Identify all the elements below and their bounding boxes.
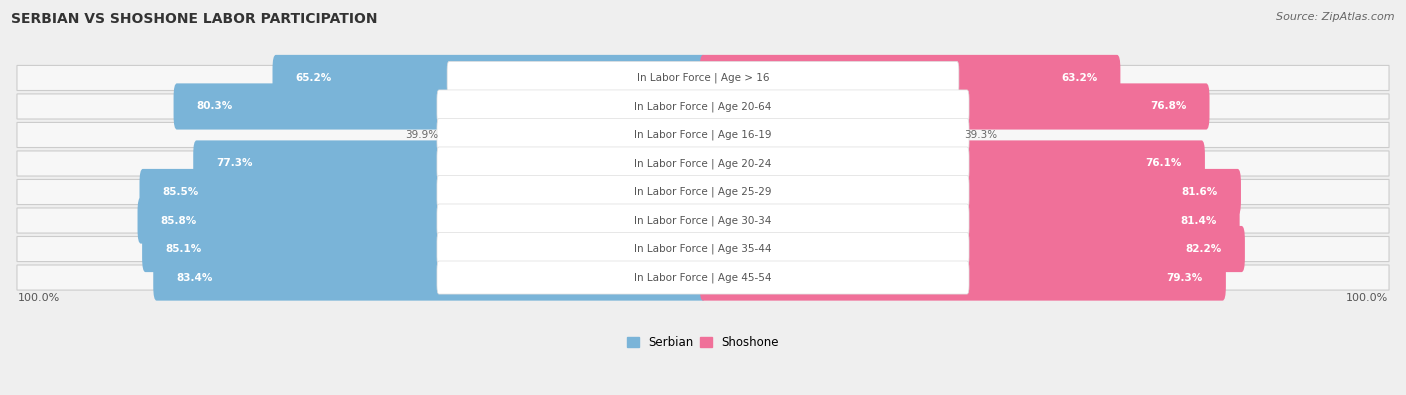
FancyBboxPatch shape [17, 151, 1389, 176]
Text: 100.0%: 100.0% [1346, 293, 1388, 303]
Text: In Labor Force | Age 25-29: In Labor Force | Age 25-29 [634, 187, 772, 197]
Text: 39.9%: 39.9% [405, 130, 439, 140]
Text: 77.3%: 77.3% [217, 158, 253, 169]
FancyBboxPatch shape [437, 147, 969, 180]
FancyBboxPatch shape [700, 83, 1209, 130]
FancyBboxPatch shape [17, 208, 1389, 233]
FancyBboxPatch shape [447, 62, 959, 94]
FancyBboxPatch shape [700, 254, 1226, 301]
FancyBboxPatch shape [700, 112, 963, 158]
Text: In Labor Force | Age 16-19: In Labor Force | Age 16-19 [634, 130, 772, 140]
Text: SERBIAN VS SHOSHONE LABOR PARTICIPATION: SERBIAN VS SHOSHONE LABOR PARTICIPATION [11, 12, 378, 26]
Text: In Labor Force | Age 30-34: In Labor Force | Age 30-34 [634, 215, 772, 226]
Text: 65.2%: 65.2% [295, 73, 332, 83]
FancyBboxPatch shape [17, 66, 1389, 90]
Text: 39.3%: 39.3% [963, 130, 997, 140]
FancyBboxPatch shape [700, 55, 1121, 101]
Text: 85.5%: 85.5% [163, 187, 198, 197]
FancyBboxPatch shape [17, 179, 1389, 205]
FancyBboxPatch shape [439, 112, 706, 158]
FancyBboxPatch shape [273, 55, 706, 101]
FancyBboxPatch shape [173, 83, 706, 130]
FancyBboxPatch shape [437, 233, 969, 265]
FancyBboxPatch shape [153, 254, 706, 301]
FancyBboxPatch shape [437, 204, 969, 237]
FancyBboxPatch shape [437, 175, 969, 209]
Text: In Labor Force | Age 35-44: In Labor Force | Age 35-44 [634, 244, 772, 254]
FancyBboxPatch shape [139, 169, 706, 215]
FancyBboxPatch shape [17, 122, 1389, 147]
FancyBboxPatch shape [437, 261, 969, 294]
FancyBboxPatch shape [138, 198, 706, 244]
Text: 85.8%: 85.8% [160, 216, 197, 226]
Text: 83.4%: 83.4% [176, 273, 212, 282]
FancyBboxPatch shape [437, 90, 969, 123]
Text: 76.8%: 76.8% [1150, 102, 1187, 111]
FancyBboxPatch shape [17, 94, 1389, 119]
FancyBboxPatch shape [437, 118, 969, 152]
Text: 80.3%: 80.3% [197, 102, 233, 111]
Legend: Serbian, Shoshone: Serbian, Shoshone [621, 331, 785, 354]
FancyBboxPatch shape [700, 226, 1244, 272]
Text: In Labor Force | Age 45-54: In Labor Force | Age 45-54 [634, 272, 772, 283]
Text: In Labor Force | Age > 16: In Labor Force | Age > 16 [637, 73, 769, 83]
FancyBboxPatch shape [193, 140, 706, 186]
FancyBboxPatch shape [700, 169, 1241, 215]
Text: 100.0%: 100.0% [18, 293, 60, 303]
Text: 81.6%: 81.6% [1182, 187, 1218, 197]
FancyBboxPatch shape [17, 237, 1389, 261]
FancyBboxPatch shape [142, 226, 706, 272]
Text: 81.4%: 81.4% [1180, 216, 1216, 226]
Text: 82.2%: 82.2% [1185, 244, 1222, 254]
FancyBboxPatch shape [17, 265, 1389, 290]
Text: Source: ZipAtlas.com: Source: ZipAtlas.com [1277, 12, 1395, 22]
Text: 63.2%: 63.2% [1062, 73, 1098, 83]
Text: In Labor Force | Age 20-24: In Labor Force | Age 20-24 [634, 158, 772, 169]
FancyBboxPatch shape [700, 198, 1240, 244]
Text: In Labor Force | Age 20-64: In Labor Force | Age 20-64 [634, 101, 772, 112]
FancyBboxPatch shape [700, 140, 1205, 186]
Text: 85.1%: 85.1% [165, 244, 201, 254]
Text: 76.1%: 76.1% [1146, 158, 1182, 169]
Text: 79.3%: 79.3% [1167, 273, 1204, 282]
